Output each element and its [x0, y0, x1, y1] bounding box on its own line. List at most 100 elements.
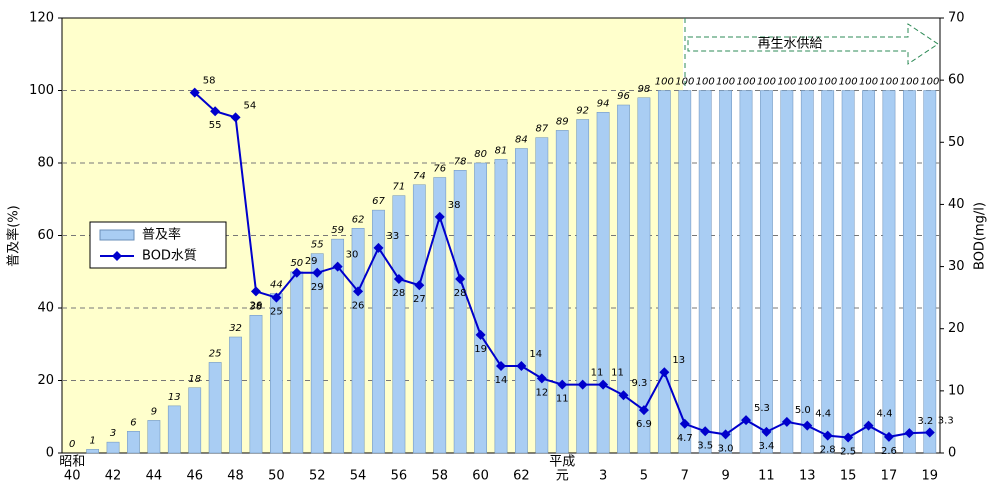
- marker: [577, 379, 588, 390]
- bar-label: 59: [331, 225, 344, 236]
- bar: [351, 228, 365, 454]
- value-label: 14: [529, 349, 542, 360]
- value-label: 55: [209, 120, 222, 131]
- bar: [678, 90, 692, 454]
- y-tick-label: 20: [37, 373, 54, 388]
- marker: [618, 390, 629, 401]
- value-label: 58: [203, 76, 216, 87]
- bar-label: 84: [515, 135, 528, 146]
- value-label: 33: [386, 231, 399, 242]
- x-tick-label: 17: [881, 469, 898, 484]
- marker: [822, 430, 833, 441]
- annotation: 再生水供給: [757, 37, 822, 52]
- x-tick-label: 3: [599, 469, 607, 484]
- y2-tick-label: 60: [948, 73, 965, 88]
- legend-swatch: [112, 251, 122, 261]
- marker: [904, 428, 915, 439]
- value-label: 11: [591, 368, 604, 379]
- bar-label: 100: [675, 77, 694, 88]
- x-tick-label: 52: [309, 469, 326, 484]
- bar-label: 3: [110, 428, 116, 439]
- marker: [475, 329, 486, 340]
- bar-label: 100: [736, 77, 755, 88]
- value-label: 28: [454, 288, 467, 299]
- bar-label: 71: [393, 182, 406, 193]
- value-label: 54: [244, 100, 257, 111]
- value-label: 26: [250, 300, 263, 311]
- bar-label: 100: [798, 77, 817, 88]
- bar: [637, 97, 651, 454]
- value-label: 14: [495, 375, 508, 386]
- x-tick-label: 46: [186, 469, 203, 484]
- value-label: 30: [346, 250, 359, 261]
- x-tick-label: 5: [640, 469, 648, 484]
- value-label: 13: [672, 355, 685, 366]
- marker: [598, 379, 609, 390]
- y2-tick-label: 0: [948, 446, 956, 461]
- value-label: 27: [413, 294, 426, 305]
- value-label: 3.2: [917, 416, 933, 427]
- value-label: 4.4: [877, 409, 893, 420]
- bar: [372, 209, 385, 454]
- bar: [229, 336, 242, 454]
- bar-label: 100: [818, 77, 837, 88]
- bar: [188, 387, 202, 454]
- bar-label: 76: [433, 164, 446, 175]
- marker: [210, 106, 221, 117]
- marker: [332, 261, 343, 272]
- bar-label: 44: [270, 280, 283, 291]
- bar-label: 87: [535, 124, 548, 135]
- marker: [720, 429, 731, 440]
- value-label: 2.5: [840, 446, 856, 457]
- bar: [127, 431, 140, 454]
- bar: [474, 162, 487, 454]
- value-label: 26: [352, 300, 365, 311]
- bar-label: 50: [290, 258, 303, 269]
- bar: [433, 177, 447, 454]
- marker: [393, 274, 404, 284]
- value-label: 29: [311, 282, 324, 293]
- bar-label: 96: [617, 91, 630, 102]
- x-tick-label: 62: [513, 469, 530, 484]
- marker: [679, 418, 690, 429]
- x-tick-label: 48: [227, 469, 244, 484]
- bar: [290, 271, 304, 454]
- bar-label: 74: [413, 171, 426, 182]
- marker: [291, 267, 302, 278]
- y2-tick-label: 40: [948, 197, 965, 212]
- y-tick-label: 40: [37, 301, 54, 316]
- legend-swatch: [99, 229, 135, 241]
- bar: [392, 195, 406, 454]
- bar: [596, 112, 610, 454]
- bar-label: 100: [839, 77, 858, 88]
- x-tick-label: 7: [681, 469, 689, 484]
- marker: [516, 361, 527, 371]
- marker: [638, 405, 649, 416]
- bar-label: 100: [859, 77, 878, 88]
- era-label: 昭和: [59, 455, 85, 470]
- bar: [86, 449, 100, 454]
- value-label: 9.3: [632, 378, 648, 389]
- bar-label: 62: [352, 214, 365, 225]
- bar: [902, 90, 916, 454]
- value-label: 11: [611, 368, 624, 379]
- marker: [700, 426, 711, 437]
- bar-label: 100: [920, 77, 939, 88]
- value-label: 12: [535, 387, 548, 398]
- bar-label: 67: [372, 196, 385, 207]
- value-label: 2.6: [881, 446, 897, 457]
- arrow: [687, 23, 939, 65]
- y2-tick-label: 50: [948, 135, 965, 150]
- bar: [841, 90, 855, 454]
- bar-label: 92: [576, 106, 589, 117]
- bar: [800, 90, 814, 454]
- y-tick-label: 0: [46, 446, 54, 461]
- bar-label: 100: [777, 77, 796, 88]
- bar: [821, 90, 835, 454]
- bar: [412, 184, 426, 454]
- x-tick-label: 42: [105, 469, 122, 484]
- value-label: 5.3: [754, 403, 770, 414]
- marker: [189, 87, 200, 98]
- marker: [536, 373, 547, 384]
- bar: [657, 90, 671, 454]
